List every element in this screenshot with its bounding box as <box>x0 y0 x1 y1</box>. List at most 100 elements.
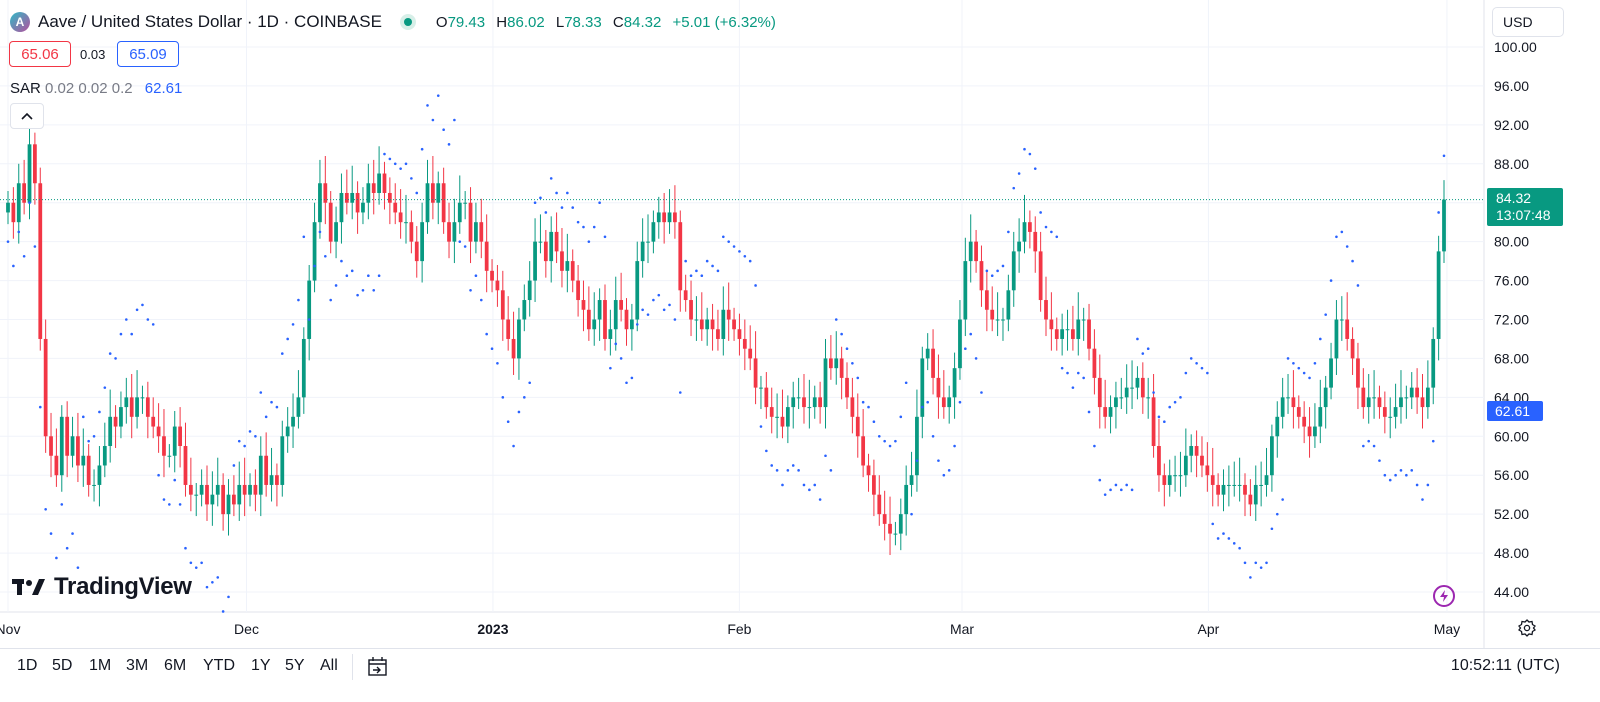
sar-dot <box>576 220 580 224</box>
candle-body <box>371 183 376 193</box>
sar-dot <box>6 240 10 243</box>
candle-body <box>205 484 209 505</box>
candle-body <box>769 407 774 417</box>
candle-body <box>1253 484 1258 505</box>
candle-body <box>1388 416 1393 418</box>
candle-body <box>683 290 688 301</box>
sar-dot <box>592 225 596 229</box>
candle-body <box>377 173 381 193</box>
candle-body <box>990 309 995 320</box>
candle-body <box>119 407 123 427</box>
price-tick-label: 68.00 <box>1494 350 1529 366</box>
candle-body <box>463 202 468 204</box>
sar-dot <box>340 259 343 263</box>
sar-dot <box>888 444 892 448</box>
candle-body <box>968 241 973 262</box>
sar-dot <box>1340 230 1344 234</box>
candle-body <box>1361 387 1366 408</box>
range-6m-button[interactable]: 6M <box>164 657 187 674</box>
goto-date-calendar-icon[interactable] <box>366 655 390 679</box>
candle-body <box>629 319 634 330</box>
lightning-icon[interactable] <box>1433 585 1455 607</box>
sar-dot <box>722 235 725 239</box>
candle-body <box>1183 455 1188 476</box>
utc-clock[interactable]: 10:52:11 (UTC) <box>1450 657 1560 674</box>
sar-dot <box>318 230 322 234</box>
sar-dot <box>818 498 822 501</box>
range-5d-button[interactable]: 5D <box>52 657 73 674</box>
candle-body <box>877 494 882 515</box>
candle-body <box>81 455 86 466</box>
candle-body <box>398 212 403 223</box>
sar-dot <box>1254 561 1258 565</box>
settings-gear-icon[interactable] <box>1517 618 1537 638</box>
candle-body <box>1286 397 1290 399</box>
candle-body <box>183 446 188 485</box>
candle-body <box>1017 241 1021 252</box>
candle-body <box>1339 319 1344 321</box>
sar-dot <box>883 439 886 443</box>
candle-body <box>474 222 478 242</box>
range-3m-button[interactable]: 3M <box>126 657 149 674</box>
sar-dot <box>899 415 903 419</box>
range-1m-button[interactable]: 1M <box>89 657 112 674</box>
sar-dot <box>980 391 983 394</box>
sar-dot <box>65 546 69 550</box>
sar-dot <box>1313 361 1317 365</box>
symbol-title[interactable]: Aave / United States Dollar · 1D · COINB… <box>38 12 382 31</box>
candle-body <box>382 173 387 193</box>
buy-button[interactable]: 65.09 <box>117 41 179 67</box>
sar-dot <box>1345 245 1349 248</box>
sar-dot <box>797 469 800 472</box>
candle-body <box>780 416 785 427</box>
sar-value: 62.61 <box>144 80 183 97</box>
candle-body <box>909 475 914 485</box>
currency-selector[interactable]: USD <box>1492 7 1564 37</box>
range-1d-button[interactable]: 1D <box>17 657 38 674</box>
sar-legend[interactable]: SAR 0.02 0.02 0.2 62.61 <box>10 80 182 97</box>
sar-dot <box>926 400 929 404</box>
candle-body <box>1334 319 1339 359</box>
candle-body <box>38 183 43 339</box>
sar-dot <box>921 405 924 409</box>
candle-body <box>113 416 118 427</box>
sar-dot <box>1238 546 1241 550</box>
sar-dot <box>1232 542 1236 545</box>
sar-dot <box>770 464 774 467</box>
candle-body <box>1382 407 1387 417</box>
sar-dot <box>1286 357 1290 360</box>
range-all-button[interactable]: All <box>320 657 338 674</box>
candle-body <box>1162 475 1167 485</box>
tradingview-wordmark: TradingView <box>54 573 192 600</box>
sar-dot <box>431 118 435 122</box>
sar-dot <box>420 147 424 151</box>
sar-dot <box>689 274 693 278</box>
candle-body <box>97 465 102 485</box>
collapse-legend-button[interactable] <box>10 103 44 129</box>
price-chart[interactable]: 100.0096.0092.0088.0084.0080.0076.0072.0… <box>0 0 1600 648</box>
range-ytd-button[interactable]: YTD <box>203 657 235 674</box>
candle-body <box>248 484 252 495</box>
candle-body <box>522 300 527 320</box>
candle-body <box>581 300 586 310</box>
sell-button[interactable]: 65.06 <box>9 41 71 67</box>
tradingview-logo[interactable]: TradingView <box>12 573 192 601</box>
sar-dot <box>652 298 655 302</box>
price-tick-label: 96.00 <box>1494 78 1529 94</box>
candle-body <box>1210 475 1215 485</box>
range-1y-button[interactable]: 1Y <box>251 657 271 674</box>
sar-dot <box>947 469 951 472</box>
sar-dot <box>1318 337 1322 341</box>
sar-dot <box>1270 527 1274 531</box>
candle-body <box>742 338 747 349</box>
candle-body <box>27 144 32 203</box>
sar-dot <box>867 405 870 409</box>
candle-body <box>1097 377 1102 408</box>
sar-dot <box>1335 235 1338 239</box>
candle-body <box>145 397 150 417</box>
sar-dot <box>334 284 338 287</box>
sar-dot <box>910 512 913 516</box>
range-5y-button[interactable]: 5Y <box>285 657 305 674</box>
sar-dot <box>641 308 644 312</box>
sar-dot <box>49 532 53 535</box>
